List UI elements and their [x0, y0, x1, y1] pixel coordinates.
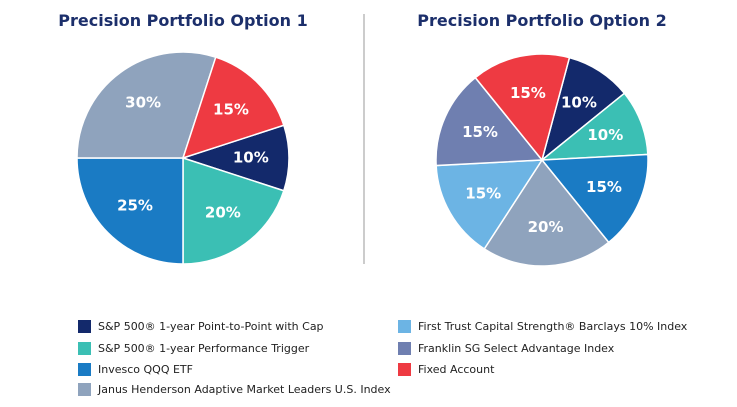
slice-label: 15%: [213, 101, 249, 119]
legend-swatch: [398, 363, 411, 376]
legend-swatch: [398, 342, 411, 355]
pie-slice: [76, 51, 217, 159]
slice-label: 10%: [233, 149, 269, 167]
legend-label: S&P 500® 1-year Point-to-Point with Cap: [98, 320, 324, 333]
legend-label: Franklin SG Select Advantage Index: [418, 342, 615, 355]
legend-swatch: [78, 383, 91, 396]
legend-label: Janus Henderson Adaptive Market Leaders …: [97, 383, 391, 396]
slice-label: 20%: [528, 218, 564, 236]
pie-slice: [540, 153, 649, 244]
legend-swatch: [78, 320, 91, 333]
pie-slice: [474, 53, 571, 162]
legend-label: S&P 500® 1-year Performance Trigger: [98, 342, 310, 355]
pie-slice: [181, 56, 285, 160]
legend-label: Invesco QQQ ETF: [98, 363, 193, 376]
slice-label: 25%: [117, 196, 153, 214]
chart-title: Precision Portfolio Option 2: [417, 11, 666, 30]
slice-label: 30%: [125, 94, 161, 112]
slice-label: 15%: [510, 84, 546, 102]
legend-swatch: [398, 320, 411, 333]
chart-title: Precision Portfolio Option 1: [58, 11, 307, 30]
legend-label: First Trust Capital Strength® Barclays 1…: [418, 320, 688, 333]
legend-swatch: [78, 342, 91, 355]
slice-label: 15%: [465, 184, 501, 202]
pie-slice: [435, 76, 544, 167]
slice-label: 15%: [462, 123, 498, 141]
slice-label: 20%: [205, 203, 241, 221]
legend-swatch: [78, 363, 91, 376]
slice-label: 10%: [587, 126, 623, 144]
legend-label: Fixed Account: [418, 363, 495, 376]
pie-slice: [76, 157, 184, 265]
pie-slice: [435, 159, 544, 250]
slice-label: 10%: [561, 94, 597, 112]
slice-label: 15%: [586, 178, 622, 196]
pie-slice: [182, 156, 285, 265]
pie-slice: [483, 158, 610, 267]
